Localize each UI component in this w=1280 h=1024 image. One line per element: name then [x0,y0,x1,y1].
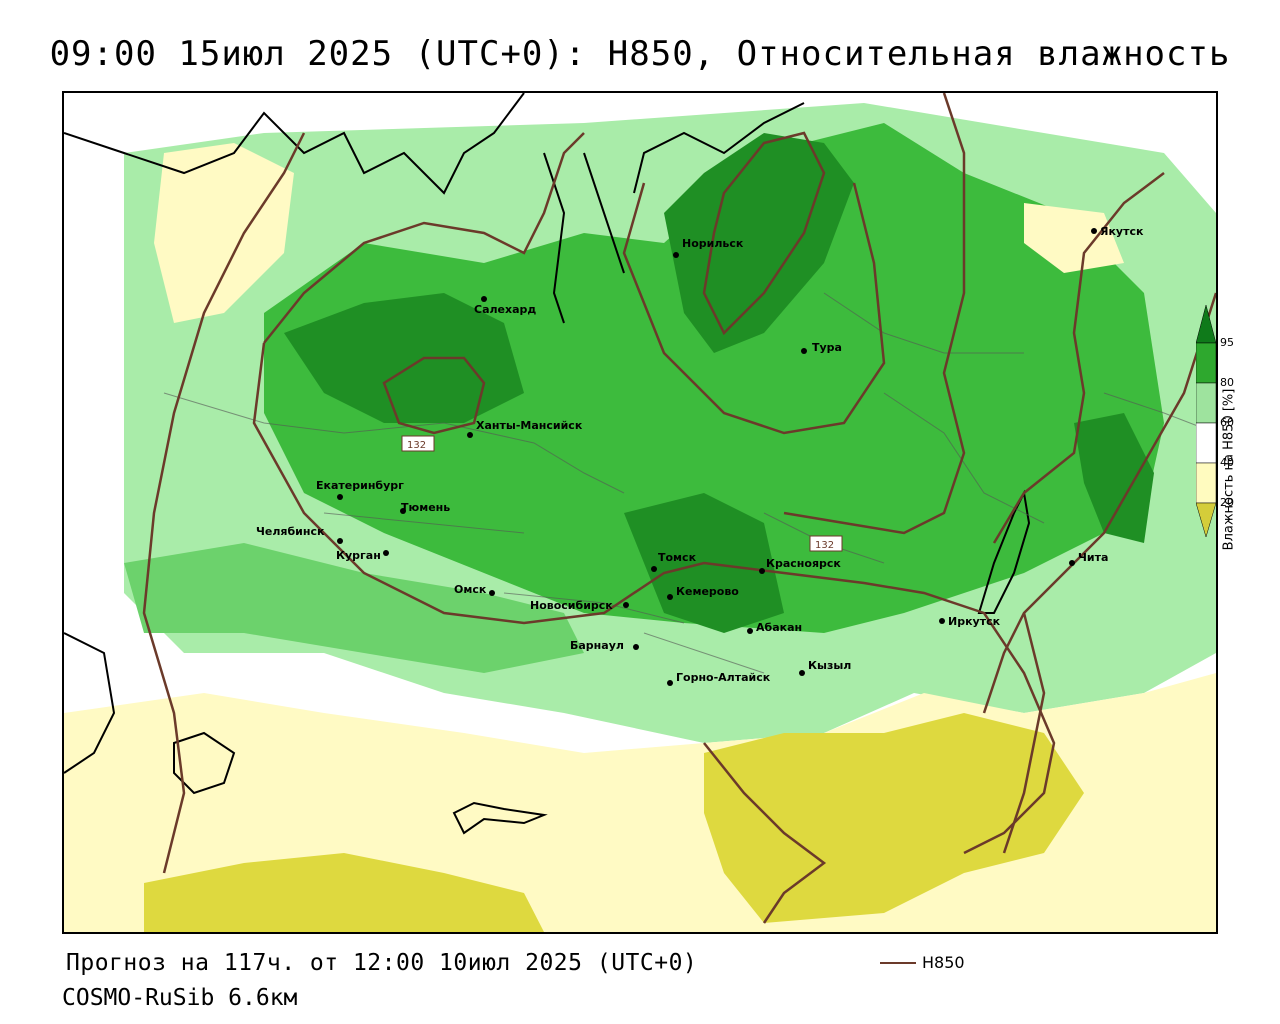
city-5-label: Екатеринбург [316,479,404,492]
legend-tick-20: 20 [1220,496,1234,509]
city-18-label: Иркутск [948,615,1001,628]
yellow-southwest [144,853,544,932]
dark-green-north [664,133,854,353]
city-10-label: Красноярск [766,557,841,570]
city-12-label: Новосибирск [530,599,613,612]
city-7-label: Челябинск [256,525,325,538]
h850-contour-north [702,131,826,336]
legend-tick-80: 80 [1220,376,1234,389]
city-markers: Якутск Норильск Салехард Тура Ханты-Мансийск… [256,225,1144,686]
h850-contour-central [252,132,1056,855]
h850-contour-southeast [1002,612,1046,854]
legend-band-40-60 [1195,462,1217,504]
legend-tick-40: 40 [1220,456,1234,469]
city-4-marker [467,432,473,438]
city-0-label: Якутск [1100,225,1144,238]
city-14-marker [747,628,753,634]
h850-contour-loop-north [622,182,886,435]
map-title: 09:00 15июл 2025 (UTC+0): H850, Относите… [49,34,1231,74]
h850-contour-east [783,93,966,535]
city-7-marker [337,538,343,544]
city-1-label: Норильск [682,237,744,250]
contour-series-legend: H850 [880,953,965,972]
city-15-label: Барнаул [570,639,624,652]
legend-colorbar [1195,304,1217,538]
city-17-marker [799,670,805,676]
pale-yellow-west [154,143,294,323]
humidity-legend: 95 80 60 40 20 [1195,304,1280,605]
forecast-info: Прогноз на 117ч. от 12:00 10июл 2025 (UT… [66,950,698,976]
city-14-label: Абакан [756,621,802,634]
contour-labels: 132 132 [401,435,843,552]
yellow-south [704,713,1084,923]
model-name: COSMO-RuSib 6.6км [62,985,298,1011]
city-12-marker [623,602,629,608]
dark-green-west [284,293,524,423]
city-4-label: Ханты-Мансийск [476,419,583,432]
city-9-label: Томск [658,551,697,564]
pale-yellow-yakutsk [1024,203,1124,273]
city-16-label: Горно-Алтайск [676,671,771,684]
h850-contour-far-east [982,172,1216,714]
city-16-marker [667,680,673,686]
contour-series-swatch [880,961,916,964]
humidity-map: 132 132 Якутск Норильск Салехард Тура Ханты-… [62,91,1218,934]
city-6-label: Тюмень [401,501,450,514]
city-9-marker [651,566,657,572]
legend-title: Влажность на H850 [%] [1221,388,1237,551]
legend-band-95-100 [1195,342,1217,384]
city-5-marker [337,494,343,500]
legend-top-arrow [1195,304,1217,344]
city-11-label: Омск [454,583,487,596]
city-8-marker [383,550,389,556]
h850-contour-south [703,742,827,924]
contour-label-box-2 [809,535,843,552]
city-13-label: Кемерово [676,585,739,598]
h850-contour-west [142,132,306,874]
legend-band-80-95 [1195,382,1217,424]
city-3-label: Тура [812,341,842,354]
balkhash-lake [452,801,548,835]
h850-contours [142,93,1216,924]
city-10-marker [759,568,765,574]
city-3-marker [801,348,807,354]
green-field-south [124,543,584,673]
city-2-label: Салехард [474,303,536,316]
coastline [64,93,805,774]
contour-label-1: 132 [407,440,426,451]
legend-bottom-arrow [1195,502,1217,538]
contour-series-name: H850 [922,953,965,972]
city-17-label: Кызыл [808,659,851,672]
legend-tick-95: 95 [1220,336,1234,349]
city-8-label: Курган [336,549,381,562]
city-11-marker [489,590,495,596]
green-field [264,123,1164,633]
h850-contour-loop-west [382,356,486,435]
city-19-marker [1069,560,1075,566]
city-6-marker [400,508,406,514]
dark-green-east [1074,413,1154,543]
caspian-coast [173,731,236,795]
city-18-marker [939,618,945,624]
baikal-lake [977,489,1031,614]
map-canvas: 132 132 Якутск Норильск Салехард Тура Ханты-… [64,93,1216,932]
city-0-marker [1091,228,1097,234]
city-2-marker [481,296,487,302]
city-1-marker [673,252,679,258]
city-13-marker [667,594,673,600]
city-15-marker [633,644,639,650]
legend-tick-60: 60 [1220,416,1234,429]
legend-band-60-80 [1195,422,1217,464]
contour-label-box-1 [401,435,435,452]
contour-label-2: 132 [815,540,834,551]
city-19-label: Чита [1078,551,1108,564]
